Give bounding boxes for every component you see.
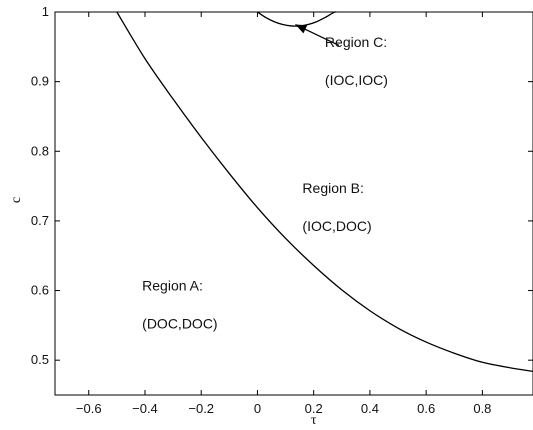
annotation-arrow [295,23,340,46]
tick-labels: −0.6 −0.4 −0.2 0 0.2 0.4 0.6 0.8 0.5 0.6 0.7 0.8 0.9… [31,4,492,416]
x-tick-label: 0.8 [473,401,491,416]
region-c-subtitle: (IOC,IOC) [325,72,388,88]
region-c-title: Region C: [325,34,387,50]
x-tick-label: 0.4 [361,401,379,416]
y-tick-label: 0.9 [31,74,49,89]
x-tick-label: −0.6 [76,401,102,416]
y-tick-label: 0.8 [31,143,49,158]
y-tick-label: 0.5 [31,352,49,367]
region-b-title: Region B: [302,180,363,196]
plot-frame [54,11,533,396]
boundary-curve-1 [116,11,533,372]
y-axis-label: c [9,197,24,203]
x-tick-label: −0.2 [188,401,214,416]
x-tick-label: 0.2 [305,401,323,416]
boundary-curve-2 [257,11,337,27]
x-tick-label: −0.4 [132,401,158,416]
y-tick-label: 1 [42,4,49,19]
arrow-head [295,24,308,34]
y-tick-label: 0.7 [31,213,49,228]
x-tick-label: 0.6 [417,401,435,416]
x-axis-label: τ [311,413,317,428]
y-tick-label: 0.6 [31,283,49,298]
region-a-title: Region A: [142,278,203,294]
region-labels: Region A: (DOC,DOC) Region B: (IOC,DOC) Regi… [142,34,388,332]
x-tick-label: 0 [254,401,261,416]
region-b-subtitle: (IOC,DOC) [302,218,371,234]
region-a-subtitle: (DOC,DOC) [142,316,217,332]
axis-ticks [55,11,533,395]
